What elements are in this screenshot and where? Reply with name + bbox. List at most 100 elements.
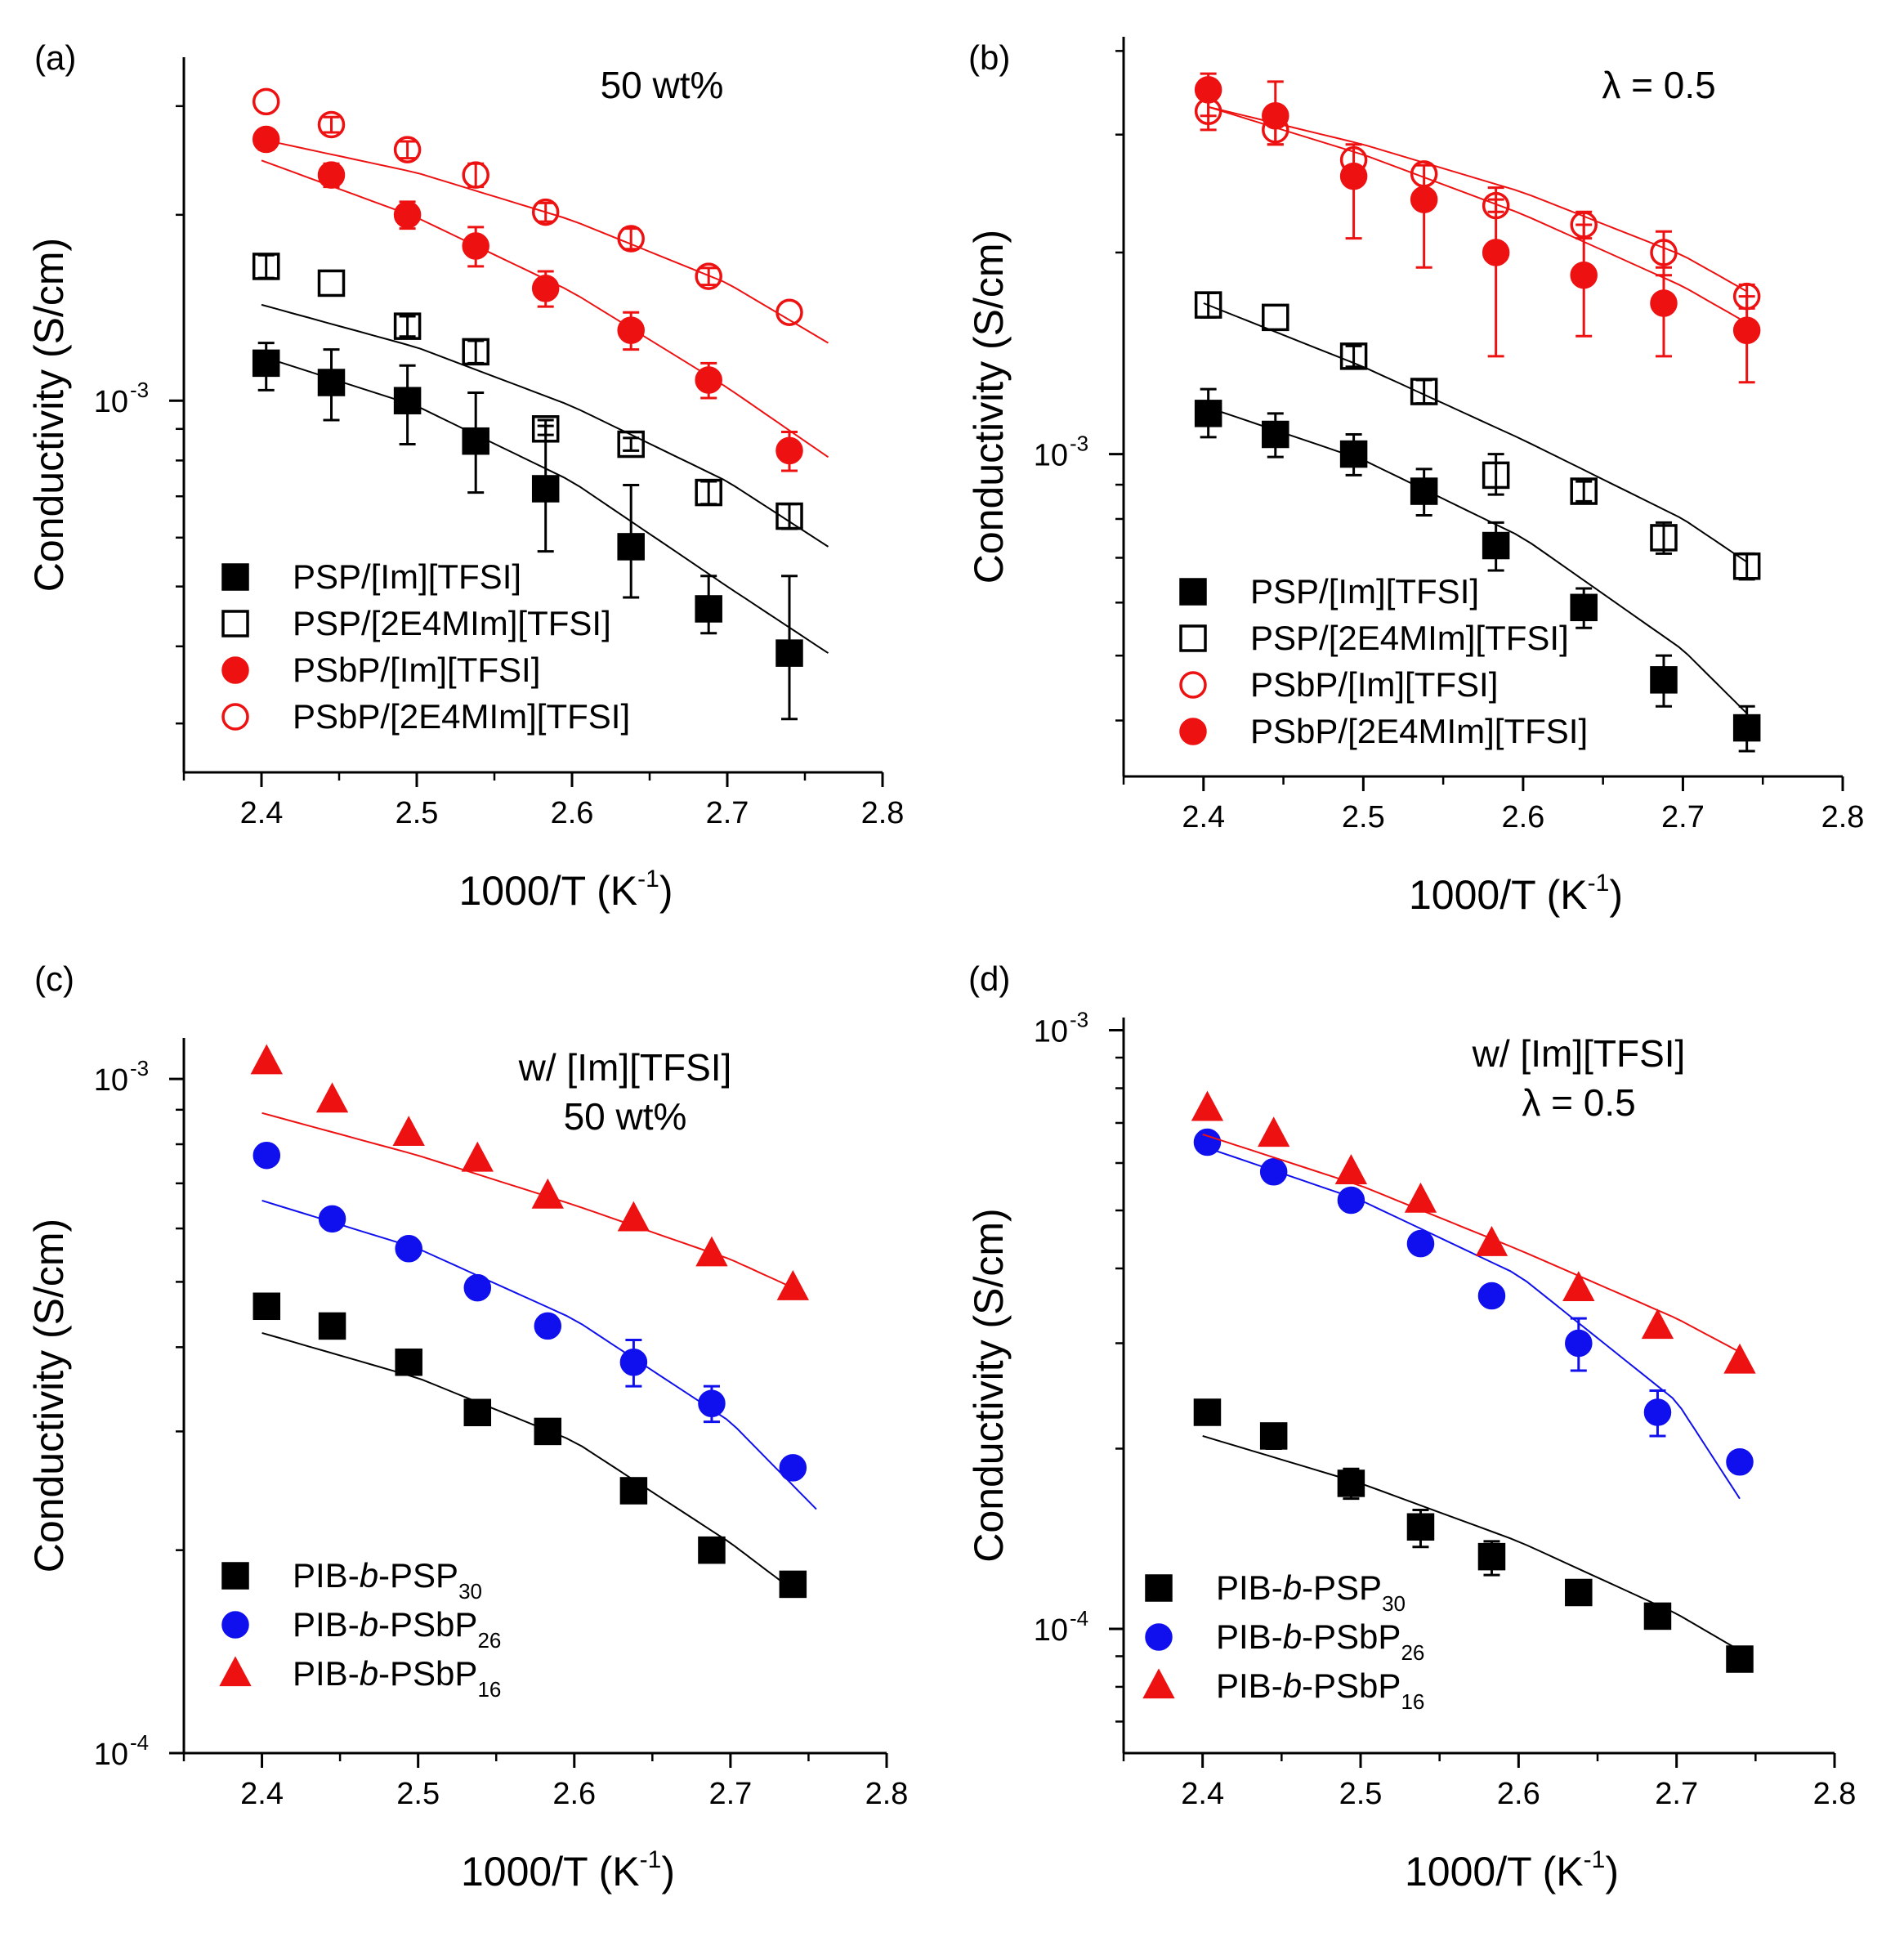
marker-square — [1193, 1398, 1222, 1426]
marker-square — [462, 427, 489, 455]
fit-line — [261, 138, 829, 344]
marker-square — [318, 1312, 346, 1340]
y-tick-exponent: -3 — [130, 1056, 149, 1080]
marker-circle — [617, 316, 645, 344]
marker-triangle — [776, 1269, 810, 1300]
marker-circle — [698, 1389, 726, 1418]
marker-circle — [1570, 261, 1598, 289]
marker-circle — [1726, 1448, 1754, 1476]
annotation-text: λ = 0.5 — [1522, 1081, 1635, 1124]
y-tick-label: 10 — [94, 1738, 128, 1772]
marker-square — [619, 1477, 648, 1505]
fit-line — [1203, 302, 1748, 563]
x-tick-label: 2.6 — [552, 1777, 596, 1811]
series-1: PSP/[2E4MIm][TFSI] — [1179, 291, 1761, 657]
y-axis-title: Conductivity (S/cm) — [966, 230, 1012, 584]
x-tick-label: 2.6 — [551, 796, 594, 830]
marker-square — [253, 1292, 281, 1321]
marker-square — [1482, 461, 1510, 490]
marker-square — [1410, 378, 1438, 405]
marker-circle — [534, 1312, 562, 1340]
legend-label: PSP/[Im][TFSI] — [1250, 572, 1479, 611]
marker-triangle — [1334, 1154, 1368, 1184]
x-axis-title-sup: -1 — [637, 866, 659, 892]
chart-panel-0: 2.4 2.5 2.6 2.7 2.8 10 -3 1000/T (K-1) Conductiv… — [26, 38, 904, 914]
marker-square — [1339, 440, 1368, 468]
y-tick-label: 10 — [1034, 439, 1068, 473]
legend-label-sub: 30 — [458, 1579, 482, 1604]
legend-label: PIB-b-PSbP16 — [1216, 1666, 1424, 1714]
marker-circle — [1650, 239, 1678, 266]
marker-circle — [1643, 1398, 1672, 1426]
marker-circle — [1477, 1282, 1506, 1310]
marker-square — [617, 430, 645, 459]
legend-label-rest: -PSbP — [1302, 1617, 1401, 1656]
marker-circle — [1406, 1229, 1435, 1258]
x-axis-title-end: ) — [1605, 1849, 1619, 1895]
series-2: PSbP/[Im][TFSI] — [221, 125, 829, 689]
fit-line — [1208, 105, 1748, 293]
x-axis-title: 1000/T (K-1) — [1405, 1846, 1619, 1895]
y-tick-exponent: -4 — [1070, 1606, 1088, 1631]
marker-circle — [1193, 1128, 1222, 1156]
marker-triangle — [1404, 1182, 1437, 1213]
series-3: PSbP/[2E4MIm][TFSI] — [221, 87, 829, 736]
y-tick-label: 10 — [94, 1063, 128, 1098]
x-axis-title: 1000/T (K-1) — [459, 866, 673, 914]
marker-circle — [1145, 1623, 1173, 1651]
x-tick-label: 2.5 — [396, 1777, 440, 1811]
marker-circle — [1179, 718, 1207, 745]
marker-circle — [695, 366, 722, 394]
marker-triangle — [1257, 1116, 1290, 1147]
series-3: PSbP/[2E4MIm][TFSI] — [1179, 72, 1761, 750]
legend-label: PSP/[2E4MIm][TFSI] — [293, 604, 611, 642]
legend-label: PIB-b-PSbP26 — [293, 1605, 501, 1653]
marker-triangle — [461, 1141, 494, 1172]
x-tick-label: 2.7 — [706, 796, 749, 830]
fit-line — [1203, 405, 1748, 714]
marker-square — [1262, 303, 1289, 332]
marker-circle — [221, 656, 249, 684]
marker-square — [1565, 1578, 1593, 1607]
marker-square — [1482, 531, 1510, 560]
marker-circle — [221, 1611, 249, 1639]
marker-square — [1650, 666, 1678, 694]
marker-circle — [253, 1141, 281, 1170]
marker-square — [1732, 552, 1761, 580]
marker-circle — [1339, 162, 1368, 190]
annotation-text: 50 wt% — [564, 1095, 687, 1138]
marker-square — [221, 563, 249, 591]
fit-line — [261, 1199, 817, 1510]
series-0: PSP/[Im][TFSI] — [1179, 387, 1761, 753]
x-tick-label: 2.8 — [1821, 800, 1865, 834]
legend-label-rest: -PSbP — [1302, 1666, 1401, 1705]
marker-square — [534, 1417, 562, 1446]
x-tick-label: 2.5 — [1339, 1777, 1383, 1811]
x-tick-label: 2.5 — [1342, 800, 1385, 834]
marker-square — [221, 1562, 249, 1590]
marker-square — [695, 595, 722, 623]
x-tick-label: 2.4 — [240, 1777, 284, 1811]
marker-square — [1179, 624, 1207, 652]
x-axis-title-end: ) — [661, 1849, 675, 1895]
fit-line — [1202, 1145, 1741, 1500]
series-2: PSbP/[Im][TFSI] — [1179, 92, 1761, 704]
marker-circle — [463, 1273, 492, 1302]
marker-square — [1145, 1574, 1173, 1602]
marker-square — [393, 312, 422, 340]
legend-label-sub: 16 — [477, 1677, 501, 1702]
marker-circle — [1262, 101, 1289, 130]
marker-square — [695, 478, 722, 507]
marker-square — [617, 533, 645, 561]
x-axis-title: 1000/T (K-1) — [461, 1846, 675, 1895]
x-tick-label: 2.4 — [1182, 800, 1225, 834]
marker-circle — [317, 161, 346, 189]
marker-circle — [393, 136, 422, 163]
marker-triangle — [617, 1201, 650, 1232]
marker-square — [252, 253, 280, 280]
marker-circle — [318, 1205, 346, 1233]
y-tick-label: 10 — [94, 385, 128, 419]
x-axis-title-sup: -1 — [1584, 1846, 1606, 1873]
marker-triangle — [531, 1178, 564, 1209]
x-tick-label: 2.8 — [865, 1777, 909, 1811]
